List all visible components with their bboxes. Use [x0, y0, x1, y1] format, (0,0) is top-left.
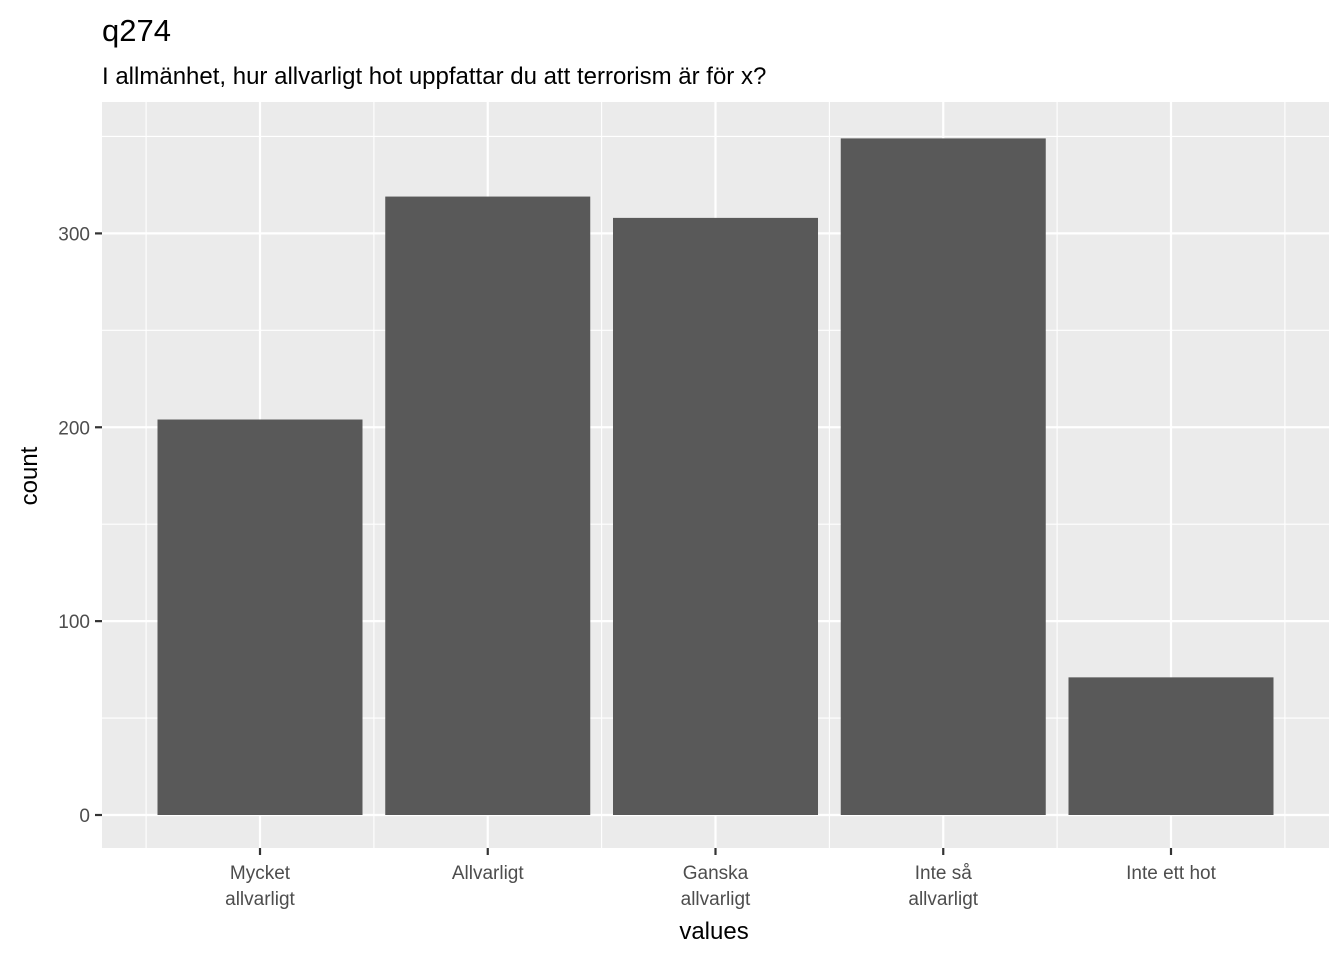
- y-tick-label: 100: [58, 612, 90, 633]
- y-axis-title: count: [16, 446, 43, 505]
- bar: [1068, 677, 1274, 815]
- x-tick-label: Ganska allvarligt: [681, 863, 751, 910]
- x-axis-title: values: [679, 918, 748, 945]
- y-axis: 0 100 200 300: [58, 224, 102, 827]
- bar: [613, 217, 818, 815]
- x-tick-label: Inte ett hot: [1126, 863, 1217, 884]
- x-tick-label: Allvarligt: [452, 863, 525, 884]
- x-tick-label: Mycket allvarligt: [225, 863, 295, 910]
- chart-subtitle: I allmänhet, hur allvarligt hot uppfatta…: [102, 63, 766, 90]
- bar: [157, 419, 363, 815]
- bar: [840, 138, 1046, 815]
- bar: [385, 196, 591, 816]
- chart-title: q274: [102, 13, 171, 48]
- y-tick-label: 0: [79, 806, 90, 827]
- x-axis: Mycket allvarligt Allvarligt Ganska allvarli…: [225, 848, 1217, 910]
- y-tick-label: 200: [58, 418, 90, 439]
- bars: [157, 138, 1274, 816]
- y-tick-label: 300: [58, 224, 90, 245]
- x-tick-label: Inte så allvarligt: [908, 863, 978, 910]
